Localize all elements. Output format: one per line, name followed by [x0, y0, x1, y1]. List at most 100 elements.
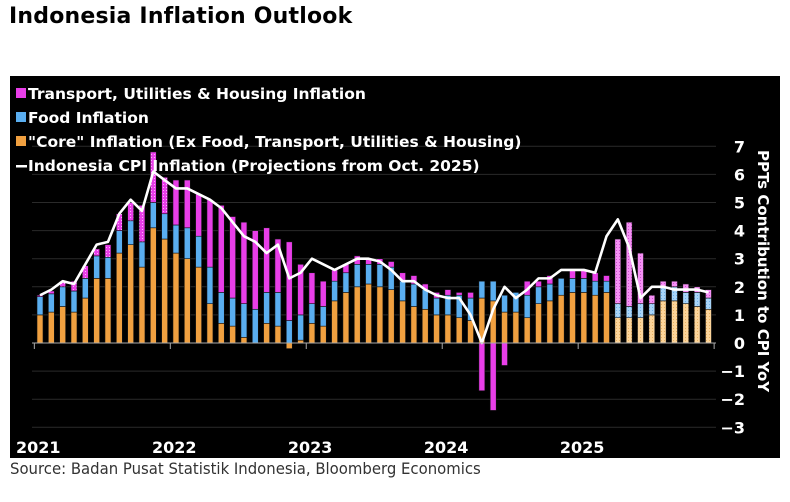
bar-core — [48, 311, 55, 344]
bar-stack — [331, 269, 338, 344]
bar-food — [82, 278, 89, 299]
y-tick-label: 5 — [734, 194, 745, 213]
bar-transport — [285, 241, 293, 321]
bar-transport — [263, 227, 270, 293]
bar-food — [637, 303, 644, 319]
food-swatch-icon — [16, 112, 26, 122]
bar-food — [353, 264, 361, 288]
bar-stack — [591, 272, 599, 344]
bar-food — [433, 297, 440, 316]
y-tick-label: 1 — [734, 306, 745, 325]
bar-core — [603, 292, 610, 344]
bar-food — [591, 280, 599, 296]
bar-stack — [682, 283, 690, 344]
bar-core — [410, 306, 418, 344]
bar-core — [433, 314, 440, 344]
y-tick-label: −3 — [720, 418, 745, 437]
bar-food — [682, 292, 690, 304]
bar-food — [206, 266, 214, 304]
bar-transport — [251, 230, 259, 310]
bar-stack — [319, 280, 327, 344]
bar-core — [523, 317, 531, 344]
bar-transport — [206, 199, 214, 268]
bar-transport — [535, 280, 542, 288]
bar-core — [421, 308, 429, 344]
chart-title: Indonesia Inflation Outlook — [9, 4, 353, 29]
bar-transport — [229, 216, 236, 299]
bar-food — [274, 292, 282, 327]
bar-transport — [161, 176, 168, 215]
bar-core — [36, 314, 44, 344]
bar-stack — [693, 286, 701, 344]
legend-label: Food Inflation — [28, 109, 149, 127]
bar-core — [376, 286, 384, 344]
bar-transport — [127, 202, 134, 222]
bar-food — [161, 213, 168, 240]
bar-transport — [671, 280, 678, 288]
x-tick-label: 2021 — [16, 438, 61, 457]
bar-stack — [285, 241, 293, 349]
bar-stack — [116, 213, 123, 344]
bar-transport — [70, 280, 78, 292]
transport-swatch-icon — [16, 88, 26, 98]
bar-food — [116, 230, 123, 254]
bar-transport — [410, 275, 418, 285]
bar-core — [569, 292, 576, 344]
bar-stack — [705, 289, 712, 344]
bar-core — [82, 297, 89, 344]
bar-food — [70, 290, 78, 313]
bar-stack — [433, 292, 440, 344]
bar-transport — [138, 205, 146, 243]
bar-food — [421, 289, 429, 310]
y-tick-label: 6 — [734, 165, 745, 184]
legend-label: "Core" Inflation (Ex Food, Transport, Ut… — [28, 133, 521, 151]
bar-food — [489, 280, 497, 302]
bar-stack — [421, 283, 429, 344]
bar-stack — [489, 280, 497, 411]
bar-food — [523, 294, 531, 319]
bar-transport — [331, 269, 338, 282]
bar-core — [512, 311, 520, 344]
legend-item-transport: Transport, Utilities & Housing Inflation — [16, 85, 366, 103]
bar-stack — [353, 255, 361, 344]
bar-food — [195, 235, 202, 268]
bar-stack — [251, 230, 259, 344]
y-tick-label: −1 — [720, 362, 745, 381]
bar-core — [580, 292, 588, 344]
y-tick-label: 4 — [734, 222, 745, 241]
legend-item-cpi: Indonesia CPI Inflation (Projections fro… — [16, 157, 480, 175]
bar-core — [229, 325, 236, 344]
legend: Transport, Utilities & Housing Inflation… — [16, 85, 521, 175]
bar-core — [161, 238, 168, 344]
chart-svg: 7 6 5 4 3 2 1 0 −1 −2 −3 PPTs Contribution to CPI Y… — [16, 85, 772, 457]
bar-core — [693, 306, 701, 344]
bar-core — [331, 300, 338, 344]
bar-transport — [682, 283, 690, 293]
bar-food — [693, 292, 701, 307]
bar-core — [274, 325, 282, 344]
bar-food — [705, 297, 712, 310]
bar-core — [319, 325, 327, 344]
bar-food — [93, 255, 100, 279]
bar-core — [116, 252, 123, 344]
bar-stack — [308, 272, 316, 344]
bar-transport — [489, 342, 497, 411]
bar-stack — [229, 216, 236, 344]
y-axis-label: PPTs Contribution to CPI YoY — [754, 150, 772, 393]
bar-stack — [365, 258, 372, 344]
bar-core — [138, 266, 146, 344]
bar-core — [535, 303, 542, 344]
bar-stack — [274, 238, 282, 344]
x-tick-label: 2023 — [288, 438, 333, 457]
bar-core — [625, 317, 633, 344]
bar-core — [399, 300, 406, 344]
bar-core — [206, 303, 214, 344]
bar-food — [138, 241, 146, 268]
y-tick-label: 3 — [734, 250, 745, 269]
bar-stack — [512, 292, 520, 344]
bar-stack — [614, 238, 622, 344]
bar-transport — [319, 280, 327, 307]
bar-food — [251, 308, 259, 344]
bar-food — [580, 278, 588, 293]
bar-food — [557, 278, 565, 296]
